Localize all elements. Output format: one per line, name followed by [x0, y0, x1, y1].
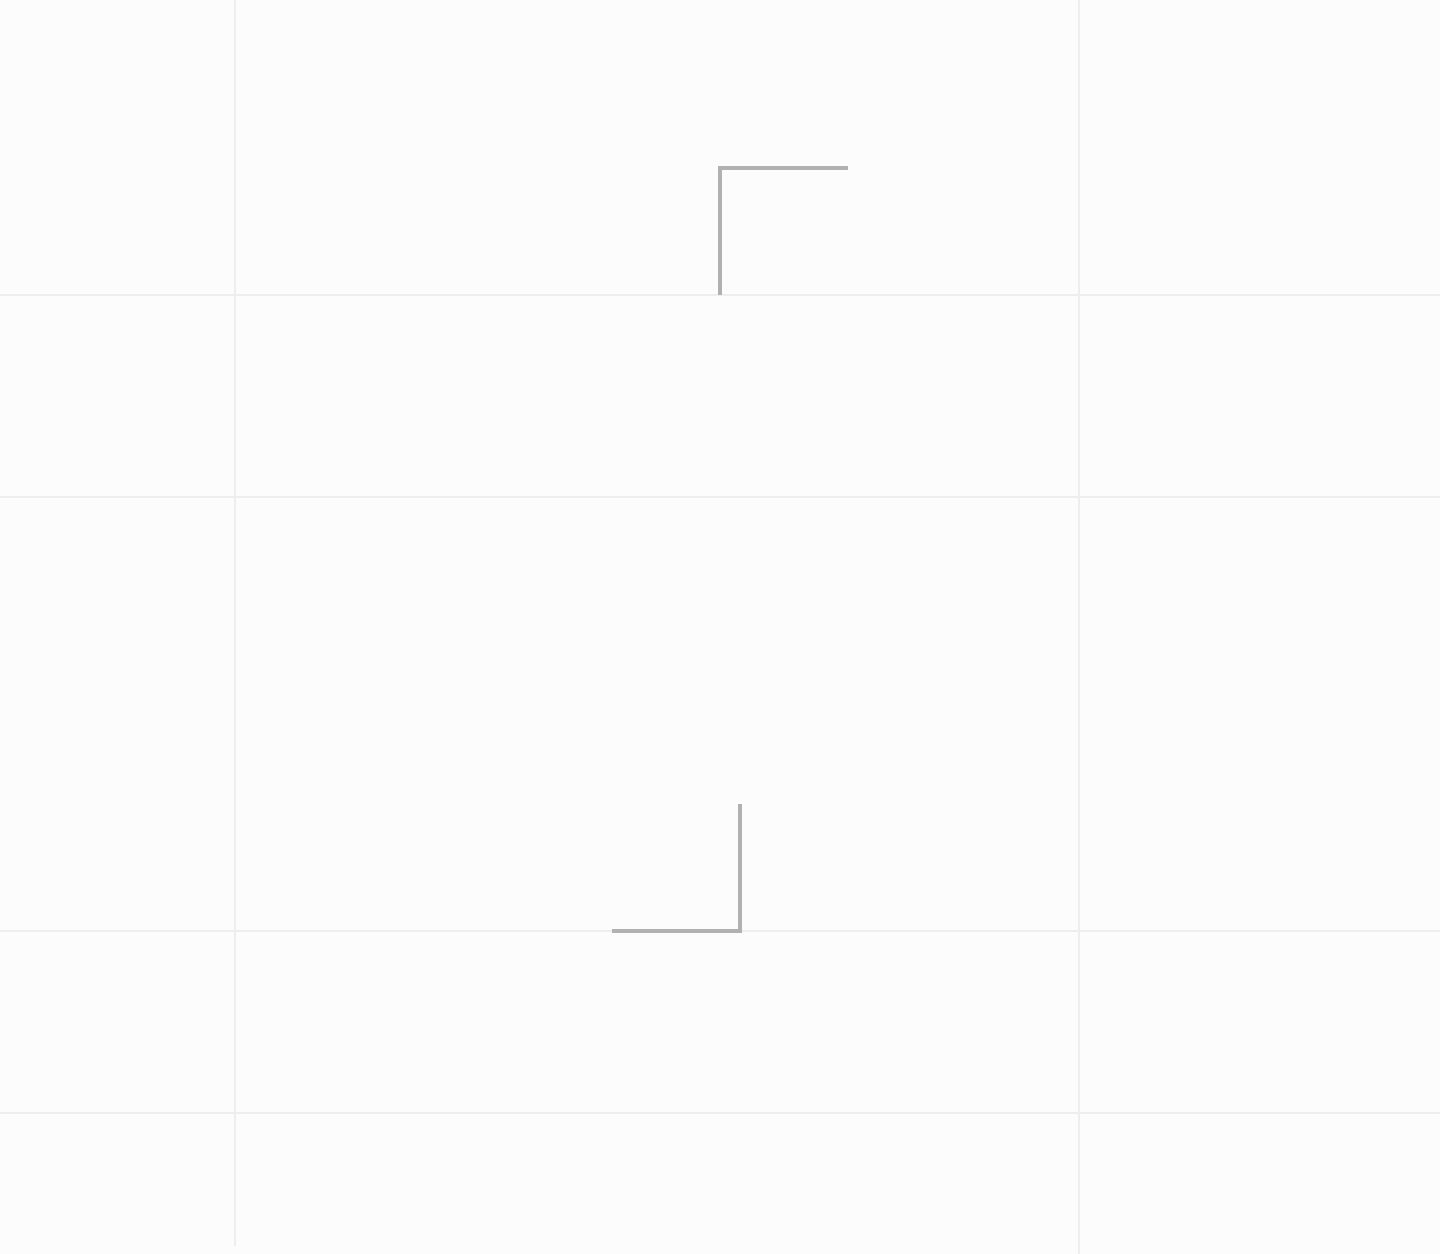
grid-line-vertical-left — [234, 0, 236, 1246]
bottom-right-corner-mark — [612, 804, 742, 933]
grid-line-vertical-right — [1078, 0, 1080, 1254]
top-left-corner-mark — [718, 166, 848, 295]
grid-line-horizontal-2 — [0, 496, 1440, 498]
grid-line-horizontal-4 — [0, 1112, 1440, 1114]
